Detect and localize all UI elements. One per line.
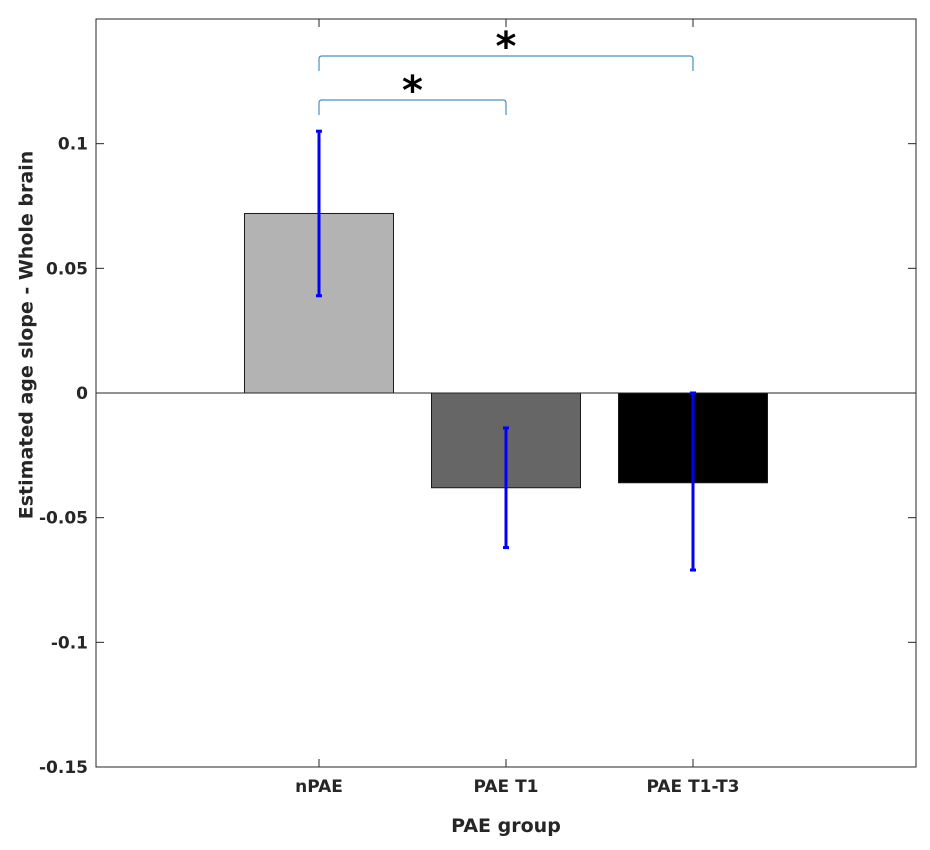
x-tick-label: nPAE [295,777,343,797]
y-tick-label: -0.15 [39,758,88,778]
y-tick-label: 0 [76,384,88,404]
significance-star: * [496,24,517,70]
error-bar-pae-t1-t3 [690,391,696,572]
bracket-line [318,55,694,71]
y-tick-label: -0.1 [51,633,88,653]
significance-bracket: * [318,24,694,71]
y-tick-label: -0.05 [39,509,88,529]
y-tick-label: 0.1 [58,135,88,155]
error-bar-pae-t1 [503,426,509,550]
bracket-line [318,99,507,115]
x-tick-label: PAE T1 [473,777,538,797]
significance-star: * [402,68,423,114]
error-bar-npae [316,129,322,298]
x-axis-title: PAE group [451,815,561,837]
y-tick-label: 0.05 [46,259,88,279]
x-tick-label: PAE T1-T3 [647,777,740,797]
y-axis-title: Estimated age slope - Whole brain [16,151,38,519]
significance-bracket: * [318,68,507,115]
